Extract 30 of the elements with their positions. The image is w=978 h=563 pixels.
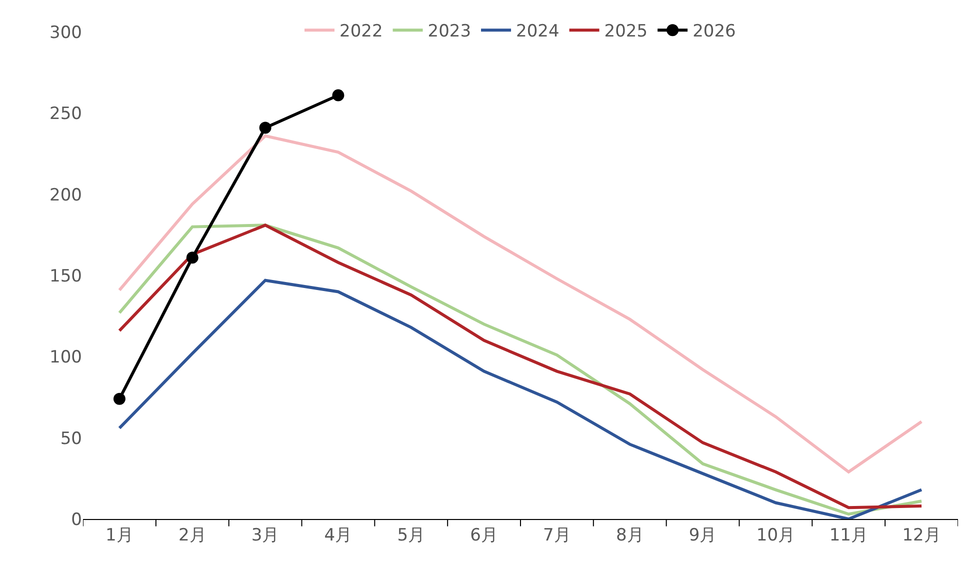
y-tick-label: 300 [50,22,82,43]
x-tick-label: 7月 [543,525,571,546]
x-tick-label: 8月 [616,525,644,546]
x-tick-label: 2月 [178,525,206,546]
point [113,392,126,405]
y-tick-label: 150 [50,266,82,286]
y-tick-label: 200 [50,185,82,206]
x-tick-label: 12月 [902,525,941,546]
line-series [118,134,924,474]
y-tick-label: 100 [50,348,82,368]
x-tick-label: 10月 [756,525,796,546]
legend-label: 2026 [692,22,736,42]
x-tick-label: 11月 [829,525,868,546]
y-tick-label: 250 [50,104,82,124]
legend-label: 2024 [516,22,560,42]
line-series [118,278,924,519]
legend-label: 2025 [604,22,648,42]
x-tick-label: 6月 [470,525,498,546]
point [332,89,344,102]
legend-label: 2022 [340,22,383,42]
x-tick-label: 3月 [251,525,280,546]
x-tick-label: 4月 [324,525,352,546]
y-tick-label: 50 [60,428,82,449]
legend-label: 2023 [428,22,472,42]
y-tick-label: 0 [71,510,82,530]
x-tick-label: 1月 [106,525,134,546]
point [186,252,198,264]
point [259,122,272,134]
x-tick-label: 5月 [397,525,426,546]
x-tick-label: 9月 [688,525,717,546]
